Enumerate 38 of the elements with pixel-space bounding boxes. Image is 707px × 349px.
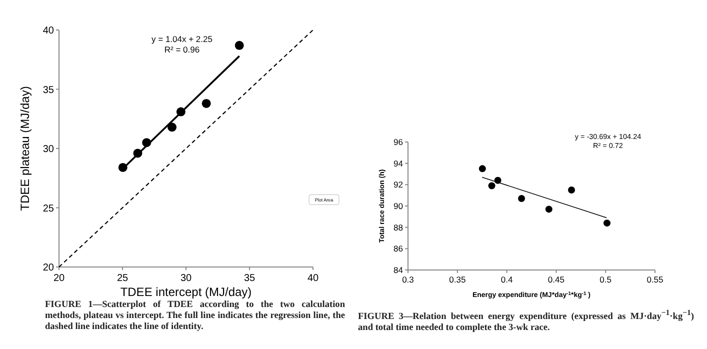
x-tick-label: 30 (180, 273, 192, 284)
y-tick-label: 94 (394, 158, 404, 168)
x-tick-label: 0.4 (500, 274, 513, 284)
x-tick-label: 40 (307, 273, 319, 284)
y-tick-label: 40 (42, 26, 54, 36)
x-tick-label: 0.45 (548, 274, 565, 284)
y-tick-label: 88 (394, 222, 404, 232)
x-tick-label: 35 (244, 273, 256, 284)
y-tick-label: 35 (42, 84, 54, 96)
point (518, 195, 526, 202)
point (478, 165, 486, 172)
y-tick-label: 86 (394, 244, 404, 254)
x-tick-label: 25 (116, 273, 128, 284)
point (202, 98, 211, 108)
x-tick-label: 0.5 (600, 274, 612, 284)
y-tick-label: 92 (394, 180, 404, 190)
annotation: R² = 0.96 (164, 44, 200, 54)
y-axis-title: TDEE plateau (MJ/day) (18, 86, 32, 211)
caption: FIGURE 1—Scatterplot of TDEE according to the two calculation methods, plateau vs intercept. The full line indicates the regression line, the dashed line indicates the line of identity. (45, 300, 345, 333)
point (234, 40, 244, 50)
y-tick-label: 90 (394, 200, 404, 211)
y-tick-label: 30 (42, 144, 54, 155)
x-tick-label: 0.55 (646, 274, 664, 284)
y-tick-label: 20 (42, 262, 54, 274)
y-tick-label: 25 (42, 203, 54, 214)
x-tick-label: 20 (53, 273, 65, 284)
point (603, 220, 610, 227)
x-tick-label: 0.35 (449, 274, 466, 284)
x-axis-title: TDEE intercept (MJ/day) (120, 285, 252, 299)
text: FIGURE 3—Relation between energy expenditure (expressed as MJ·day$^{−1}$·kg$^{−1}$) and total time needed to complete the 3-wk race. (358, 308, 694, 334)
point (545, 206, 552, 213)
point (488, 182, 496, 190)
point (168, 122, 177, 132)
y-tick-label: 96 (394, 136, 404, 147)
point (568, 186, 576, 194)
annotation: y = 1.04x + 2.25 (152, 34, 213, 44)
x-tick-label: 0.3 (402, 274, 414, 284)
y-tick-label: 84 (394, 264, 404, 275)
